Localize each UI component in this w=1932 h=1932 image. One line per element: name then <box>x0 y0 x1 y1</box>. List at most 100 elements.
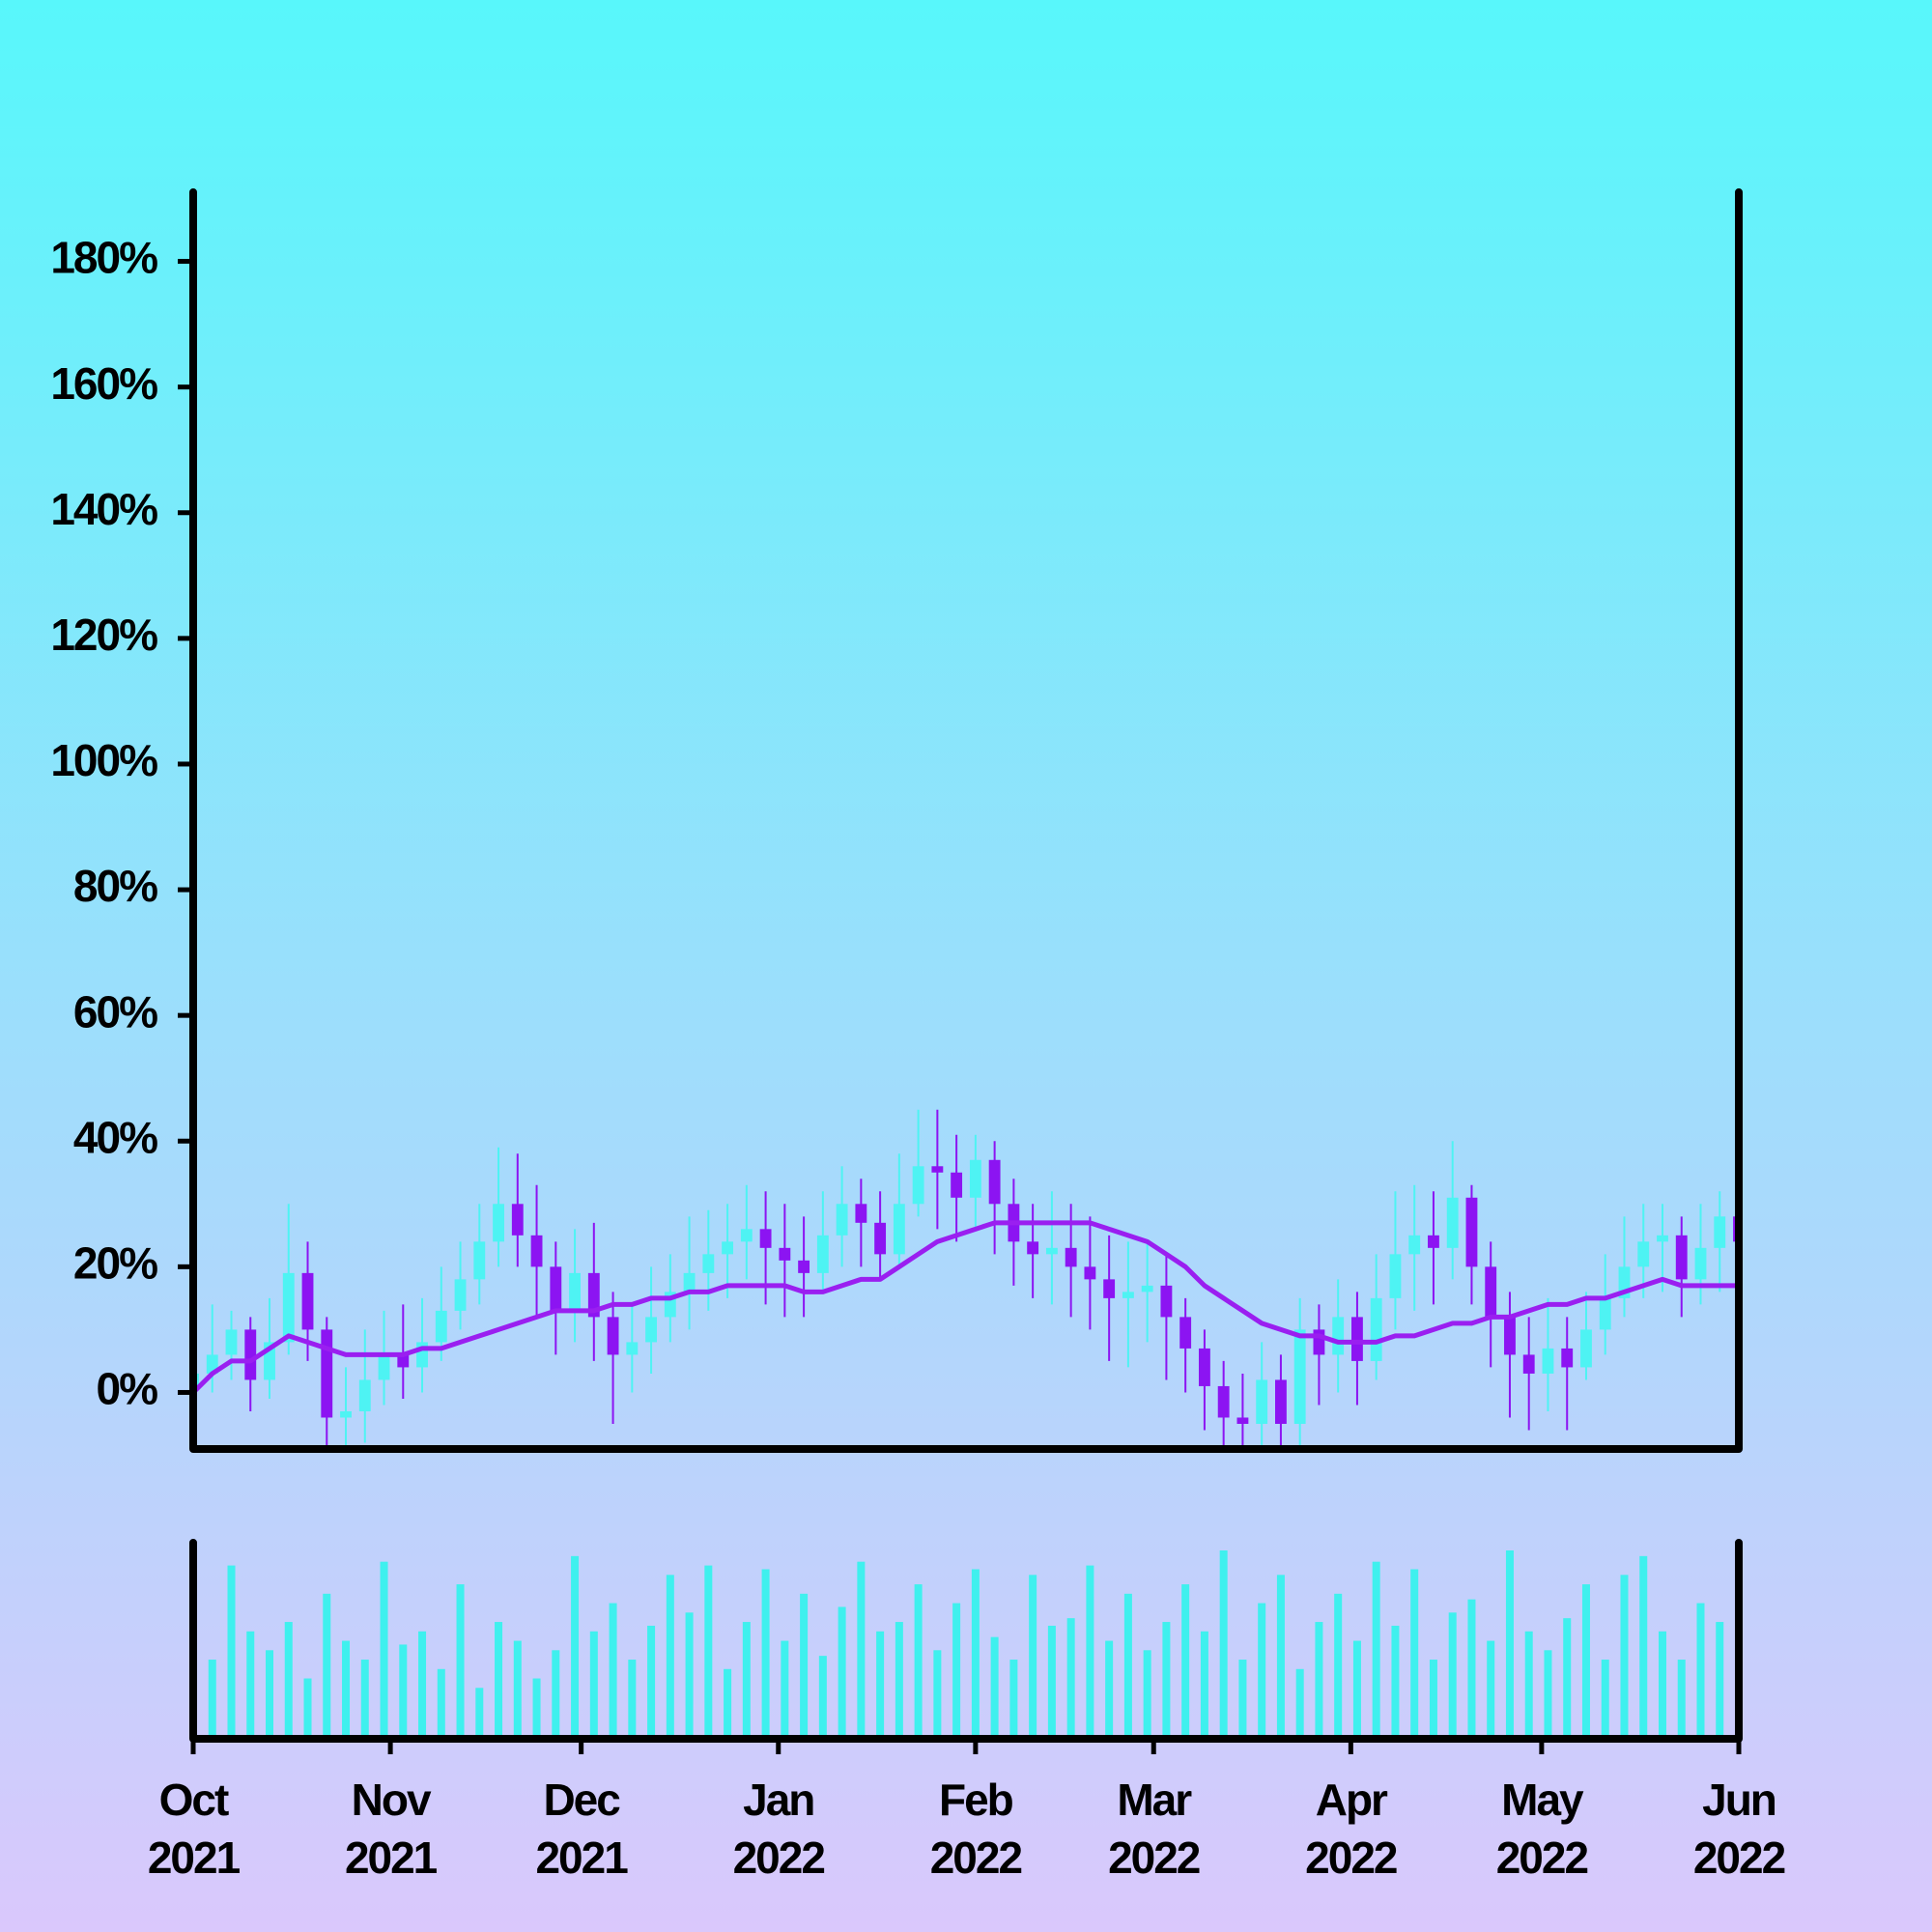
y-tick-label: 0% <box>97 1364 158 1414</box>
volume-bar <box>1143 1650 1151 1735</box>
x-tick-label-line: Jun <box>1702 1775 1776 1825</box>
candle-body <box>798 1260 810 1273</box>
volume-bar <box>895 1622 903 1735</box>
y-tick-label: 140% <box>50 484 157 534</box>
volume-bar <box>952 1603 961 1735</box>
candle-body <box>1293 1329 1306 1424</box>
candle-body <box>722 1241 734 1255</box>
candle-body <box>1542 1348 1554 1374</box>
volume-bar <box>552 1650 560 1735</box>
volume-bar <box>800 1593 809 1735</box>
volume-bar <box>724 1668 732 1735</box>
candle-body <box>1065 1247 1077 1267</box>
candle-body <box>893 1204 905 1255</box>
volume-bar <box>1315 1622 1323 1735</box>
price-frame <box>189 188 1743 1453</box>
candle-body <box>1694 1247 1707 1280</box>
volume-bar <box>838 1606 846 1735</box>
volume-bar <box>437 1668 445 1735</box>
volume-bar <box>761 1569 770 1735</box>
candle-body <box>874 1222 887 1255</box>
volume-bar <box>742 1622 751 1735</box>
volume-bar <box>266 1650 274 1735</box>
volume-bar <box>1505 1550 1514 1735</box>
candle-body <box>683 1272 696 1293</box>
candle-body <box>1599 1297 1611 1330</box>
x-tick-label: Apr 2022 <box>1305 1775 1397 1883</box>
volume-bar <box>495 1622 503 1735</box>
x-tick-label-line: 2021 <box>535 1833 628 1883</box>
candle-body <box>378 1354 390 1380</box>
candle-body <box>951 1172 963 1198</box>
volume-bar <box>1238 1660 1247 1735</box>
y-tick-label: 100% <box>50 735 157 785</box>
volume-bar <box>456 1584 465 1735</box>
x-tick-label-line: 2022 <box>930 1833 1022 1883</box>
candle-body <box>740 1229 753 1242</box>
volume-bar <box>647 1625 656 1735</box>
x-tick-label-line: Nov <box>352 1775 432 1825</box>
volume-bar <box>342 1640 351 1735</box>
volume-bar <box>1029 1575 1037 1735</box>
x-tick-label: Jan 2022 <box>733 1775 825 1883</box>
x-tick-label-line: Mar <box>1117 1775 1192 1825</box>
volume-bar <box>1563 1618 1572 1735</box>
x-tick-label-line: 2022 <box>733 1833 825 1883</box>
volume-bar <box>303 1678 312 1735</box>
x-tick-label-line: Oct <box>159 1775 229 1825</box>
volume-bar <box>1372 1561 1380 1735</box>
volume-bar <box>1696 1603 1705 1735</box>
candle-body <box>626 1342 639 1355</box>
candle-body <box>206 1354 218 1374</box>
volume-bar <box>227 1565 236 1735</box>
candle-body <box>1580 1329 1592 1368</box>
candle-body <box>1256 1379 1268 1424</box>
volume-bar <box>475 1688 484 1735</box>
volume-bar <box>1524 1631 1533 1735</box>
volume-bar <box>1544 1650 1552 1735</box>
volume-bar <box>914 1584 923 1735</box>
x-tick-label-line: 2022 <box>1108 1833 1200 1883</box>
candle-body <box>569 1272 581 1311</box>
volume-bar <box>1581 1584 1590 1735</box>
candle-body <box>1160 1285 1173 1318</box>
x-tick-label-line: May <box>1501 1775 1584 1825</box>
candle-body <box>340 1410 352 1418</box>
volume-bar <box>1677 1660 1686 1735</box>
volume-bar <box>1162 1622 1171 1735</box>
candle-body <box>1217 1385 1230 1418</box>
candle-body <box>1179 1317 1192 1349</box>
candle-body <box>702 1254 715 1273</box>
volume-bar <box>876 1631 885 1735</box>
volume-bar <box>685 1612 694 1735</box>
volume-bar <box>1086 1565 1094 1735</box>
x-tick-label-line: Dec <box>543 1775 620 1825</box>
volume-bar <box>1487 1640 1495 1735</box>
candle-body <box>1370 1297 1382 1361</box>
candle-body <box>931 1166 944 1173</box>
volume-bar <box>857 1561 866 1735</box>
candle-body <box>1714 1216 1726 1248</box>
candle-body <box>1675 1235 1688 1280</box>
candle-body <box>855 1204 867 1223</box>
candle-body <box>454 1279 467 1311</box>
y-tick-label: 40% <box>73 1112 157 1162</box>
candle-body <box>836 1204 848 1236</box>
y-tick-label: 80% <box>73 861 157 911</box>
x-tick-label: Dec 2021 <box>535 1775 628 1883</box>
volume-bar <box>1601 1660 1609 1735</box>
x-tick-label-line: 2022 <box>1693 1833 1785 1883</box>
candle-body <box>1485 1266 1497 1318</box>
candle-body <box>1141 1285 1153 1293</box>
x-tick-label-line: 2022 <box>1305 1833 1397 1883</box>
candle-body <box>1332 1317 1345 1355</box>
volume-bar <box>1391 1625 1400 1735</box>
y-tick-label: 20% <box>73 1238 157 1289</box>
volume-bar <box>1620 1575 1629 1735</box>
candle-body <box>816 1235 829 1273</box>
volume-bar <box>1219 1550 1228 1735</box>
candle-body <box>1198 1348 1210 1386</box>
candle-body <box>1236 1417 1249 1424</box>
